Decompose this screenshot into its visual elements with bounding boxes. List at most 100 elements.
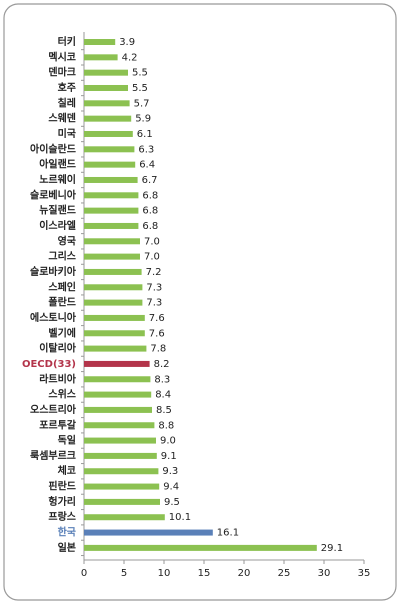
y-tick-label: 벨기에 xyxy=(48,326,76,339)
value-label: 6.8 xyxy=(142,190,158,201)
y-tick-label: 핀란드 xyxy=(48,480,76,493)
value-label: 7.2 xyxy=(146,267,162,278)
value-label: 9.0 xyxy=(160,436,176,447)
bar xyxy=(84,207,139,214)
bar xyxy=(84,391,152,398)
value-label: 7.3 xyxy=(146,298,162,309)
x-tick-label: 30 xyxy=(318,568,331,579)
bar xyxy=(84,529,213,536)
y-tick-label: 칠레 xyxy=(58,96,76,109)
value-label: 9.4 xyxy=(163,482,179,493)
bar xyxy=(84,54,118,61)
y-tick-label: 노르웨이 xyxy=(39,173,76,186)
value-label: 9.5 xyxy=(164,497,180,508)
bar xyxy=(84,452,157,459)
y-tick-label: 그리스 xyxy=(48,250,76,263)
bar xyxy=(84,376,151,383)
value-label: 5.9 xyxy=(135,114,151,125)
bar xyxy=(84,84,128,91)
bar xyxy=(84,222,139,229)
y-tick-label: 미국 xyxy=(58,127,76,140)
value-label: 5.5 xyxy=(132,68,148,79)
value-label: 8.8 xyxy=(158,420,174,431)
y-tick-label: 프랑스 xyxy=(48,511,76,523)
bar xyxy=(84,422,155,429)
x-tick-label: 20 xyxy=(238,568,251,579)
value-label: 10.1 xyxy=(169,512,191,523)
value-label: 5.7 xyxy=(134,98,150,109)
bar xyxy=(84,115,132,122)
bar xyxy=(84,130,133,137)
bar xyxy=(84,544,317,551)
y-tick-label: 스웨덴 xyxy=(48,112,76,125)
bar xyxy=(84,100,130,107)
bar xyxy=(84,69,128,76)
frame xyxy=(3,3,397,601)
y-tick-label: 아일랜드 xyxy=(39,158,76,171)
bar xyxy=(84,437,156,444)
value-label: 9.1 xyxy=(161,451,177,462)
bar xyxy=(84,483,160,490)
y-tick-label: 일본 xyxy=(58,541,76,554)
y-tick-label: 슬로베니아 xyxy=(30,188,77,201)
y-tick-label: 이스라엘 xyxy=(39,219,76,232)
bar xyxy=(84,360,150,367)
y-tick-label: 폴란드 xyxy=(48,297,76,309)
bar xyxy=(84,514,165,521)
value-label: 7.6 xyxy=(149,313,165,324)
value-label: 7.0 xyxy=(144,252,160,263)
y-tick-label: 이탈리아 xyxy=(39,342,77,355)
value-label: 8.5 xyxy=(156,405,172,416)
y-tick-label: 슬로바키아 xyxy=(30,265,77,278)
value-label: 5.5 xyxy=(132,83,148,94)
x-tick-label: 5 xyxy=(121,568,127,579)
y-tick-label: 멕시코 xyxy=(48,50,76,63)
y-tick-label: 호주 xyxy=(58,81,76,94)
bar xyxy=(84,299,143,306)
value-label: 8.3 xyxy=(154,374,170,385)
bar xyxy=(84,176,138,183)
y-tick-label: 터키 xyxy=(58,35,76,48)
bar xyxy=(84,406,152,413)
value-label: 7.0 xyxy=(144,236,160,247)
value-label: 6.1 xyxy=(137,129,153,140)
bar xyxy=(84,161,136,168)
y-tick-label: 스페인 xyxy=(48,280,76,293)
bar xyxy=(84,468,159,475)
y-tick-label: 스위스 xyxy=(48,388,76,401)
bar xyxy=(84,192,139,199)
x-tick-label: 10 xyxy=(158,568,171,579)
bar xyxy=(84,284,143,291)
bar xyxy=(84,238,140,245)
y-tick-label: 헝가리 xyxy=(48,495,76,508)
bar xyxy=(84,345,147,352)
y-tick-label: 아이슬란드 xyxy=(30,142,76,155)
y-tick-label: 오스트리아 xyxy=(30,403,77,416)
bar xyxy=(84,314,145,321)
y-tick-label: 포르투갈 xyxy=(39,418,77,431)
x-tick-label: 35 xyxy=(358,568,371,579)
bar xyxy=(84,268,142,275)
value-label: 4.2 xyxy=(122,52,138,63)
y-tick-label: 독일 xyxy=(58,434,76,447)
y-tick-label: OECD(33) xyxy=(22,359,76,370)
value-label: 7.8 xyxy=(150,344,166,355)
bar xyxy=(84,146,135,153)
y-tick-label: 라트비아 xyxy=(39,372,77,385)
bar xyxy=(84,330,145,337)
y-tick-label: 에스토니아 xyxy=(30,311,77,324)
y-tick-label: 영국 xyxy=(58,234,76,247)
value-label: 6.3 xyxy=(138,144,154,155)
y-tick-label: 한국 xyxy=(58,527,76,539)
y-tick-label: 덴마크 xyxy=(48,66,76,79)
value-label: 6.4 xyxy=(139,160,155,171)
value-label: 3.9 xyxy=(119,37,135,48)
value-label: 6.7 xyxy=(142,175,158,186)
value-label: 6.8 xyxy=(142,221,158,232)
value-label: 6.8 xyxy=(142,206,158,217)
value-label: 8.2 xyxy=(154,359,170,370)
x-tick-label: 15 xyxy=(198,568,211,579)
value-label: 7.6 xyxy=(149,328,165,339)
y-tick-label: 체코 xyxy=(58,464,76,477)
